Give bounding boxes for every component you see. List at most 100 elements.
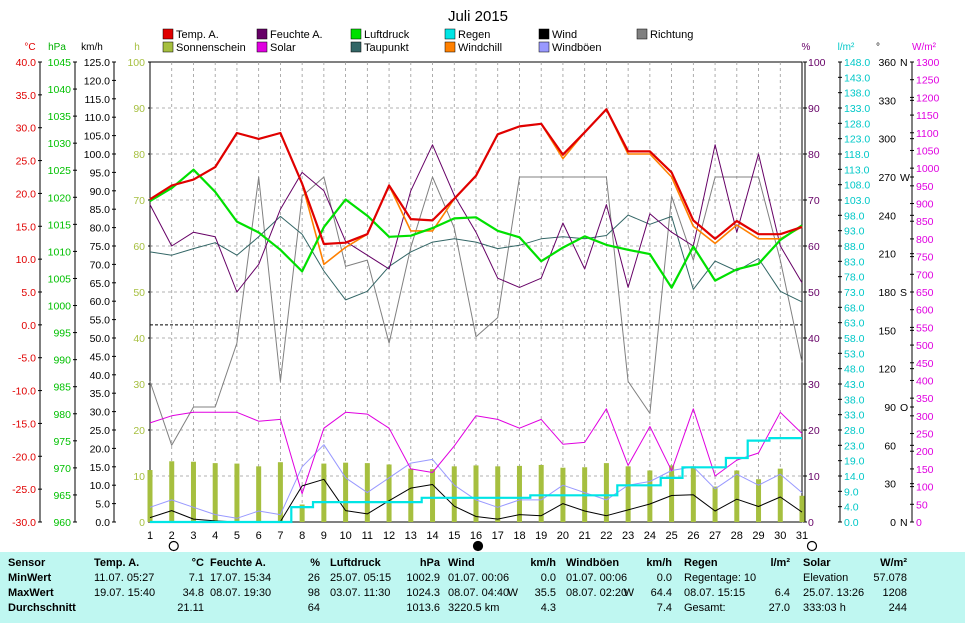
axis-tick-label-solar: 950	[916, 181, 934, 193]
x-tick-label: 13	[405, 530, 417, 542]
sunshine-bar	[451, 466, 457, 522]
axis-tick-label-h: 70	[133, 195, 145, 207]
legend-swatch	[162, 41, 174, 53]
axis-tick-label-kmh: 65.0	[90, 278, 111, 290]
axis-tick-label-dir: 180	[878, 287, 896, 299]
axis-tick-label-dir: 360	[878, 57, 896, 69]
x-tick-label: 8	[299, 530, 305, 542]
sunshine-bar	[277, 462, 283, 522]
axis-tick-label-kmh: 45.0	[90, 351, 111, 363]
x-tick-label: 26	[687, 530, 699, 542]
axis-tick-label-temp: -25.0	[12, 484, 36, 496]
axis-tick-label-h: 20	[133, 425, 145, 437]
axis-tick-label-solar: 750	[916, 252, 934, 264]
sunshine-bar	[212, 463, 218, 522]
axis-tick-label-rain: 68.0	[844, 302, 865, 314]
stats-cell-direction: W	[623, 587, 634, 599]
stats-cell-value: 7.4	[656, 602, 672, 614]
axis-tick-label-temp: -30.0	[12, 517, 36, 529]
axis-tick-label-pct: 20	[808, 425, 820, 437]
axis-tick-label-rain: 53.0	[844, 348, 865, 360]
axis-tick-label-kmh: 25.0	[90, 425, 111, 437]
weather-chart: Juli 2015 Temp. A.Sonnenschein Feuchte A.…	[12, 8, 940, 552]
axis-dir-letter: N	[900, 517, 908, 529]
stats-row-hum: 64	[210, 601, 320, 616]
x-tick-label: 20	[557, 530, 569, 542]
stats-row-press: 25.07. 05:15 1002.9	[330, 571, 440, 586]
sunshine-bar	[408, 468, 414, 522]
axis-unit-hpa: hPa	[48, 42, 66, 53]
sunshine-bar	[799, 495, 805, 522]
axis-tick-label-pct: 90	[808, 103, 820, 115]
stats-cell-time: 25.07. 13:26	[803, 587, 865, 599]
legend-label: Luftdruck	[364, 29, 410, 41]
stats-cell-time: 03.07. 11:30	[330, 587, 391, 599]
x-tick-label: 2	[169, 530, 175, 542]
legend-swatch	[538, 28, 550, 40]
axis-tick-label-pct: 60	[808, 241, 820, 253]
stats-header-unit: W/m²	[880, 557, 907, 569]
x-tick-label: 21	[579, 530, 591, 542]
axis-tick-label-pct: 40	[808, 333, 820, 345]
axis-tick-label-hpa: 1005	[48, 273, 72, 285]
stats-row-press: 03.07. 11:30 1024.3	[330, 586, 440, 601]
axis-tick-label-kmh: 5.0	[95, 499, 110, 511]
x-tick-label: 6	[256, 530, 262, 542]
series-line-solar	[149, 408, 803, 495]
axis-tick-label-hpa: 975	[53, 436, 71, 448]
stats-header-label: Solar	[803, 557, 831, 569]
moon-new-icon	[472, 540, 484, 552]
axis-tick-label-solar: 1300	[916, 57, 940, 69]
axis-tick-label-kmh: 115.0	[85, 94, 111, 106]
axis-tick-label-solar: 250	[916, 429, 934, 441]
stats-cell-time: Regentage: 10	[684, 572, 757, 584]
chart-title: Juli 2015	[448, 8, 508, 25]
axis-tick-label-rain: 88.0	[844, 241, 865, 253]
series-line-luftdruck	[149, 168, 803, 289]
axis-tick-label-pct: 70	[808, 195, 820, 207]
axis-tick-label-pct: 0	[808, 517, 814, 529]
axis-tick-label-h: 90	[133, 103, 145, 115]
stats-row-wind: 08.07. 04:40 W 35.5	[448, 586, 556, 601]
stats-cell-direction: W	[507, 587, 518, 599]
sunshine-bar	[147, 470, 153, 522]
series-line-temp	[149, 108, 803, 246]
sunshine-bar	[756, 479, 762, 522]
stats-cell-value: 7.1	[188, 572, 204, 584]
sunshine-bar	[734, 470, 740, 522]
axis-tick-label-solar: 1050	[916, 145, 940, 157]
x-tick-label: 12	[383, 530, 395, 542]
axis-tick-label-kmh: 10.0	[90, 480, 111, 492]
axis-tick-label-kmh: 40.0	[90, 370, 111, 382]
stats-header-rain: Regen l/m²	[684, 556, 790, 571]
stats-avg-label: Durchschnitt	[8, 602, 76, 614]
stats-row-temp: 21.11	[94, 601, 204, 616]
axis-tick-label-rain: 148.0	[844, 57, 870, 69]
axis-tick-label-kmh: 105.0	[84, 131, 110, 143]
axis-tick-label-solar: 700	[916, 269, 934, 281]
stats-row-temp: 11.07. 05:27 7.1	[94, 571, 204, 586]
axis-tick-label-kmh: 30.0	[90, 407, 111, 419]
axis-tick-label-temp: 30.0	[16, 123, 37, 135]
stats-header-unit: %	[310, 557, 320, 569]
axis-tick-label-kmh: 100.0	[84, 149, 110, 161]
axis-tick-label-kmh: 15.0	[90, 462, 111, 474]
x-tick-label: 18	[513, 530, 525, 542]
axis-unit-h: h	[134, 42, 140, 53]
sunshine-bar	[777, 468, 783, 522]
stats-cell-value: 6.4	[774, 587, 790, 599]
stats-row-press: 1013.6	[330, 601, 440, 616]
axis-tick-label-h: 0	[139, 517, 145, 529]
axis-tick-label-kmh: 125.0	[84, 57, 110, 69]
x-tick-label: 16	[470, 530, 482, 542]
sunshine-bars	[147, 461, 805, 522]
x-tick-label: 31	[796, 530, 808, 542]
axis-tick-label-rain: 28.0	[844, 425, 865, 437]
stats-header-gust: Windböen km/h	[566, 556, 672, 571]
axis-tick-label-dir: 60	[884, 440, 896, 452]
legend-label: Windböen	[552, 42, 602, 54]
x-tick-label: 23	[622, 530, 634, 542]
axis-tick-label-temp: 5.0	[21, 287, 36, 299]
stats-cell-value: 21.11	[177, 602, 204, 614]
stats-header-temp: Temp. A. °C	[94, 556, 204, 571]
